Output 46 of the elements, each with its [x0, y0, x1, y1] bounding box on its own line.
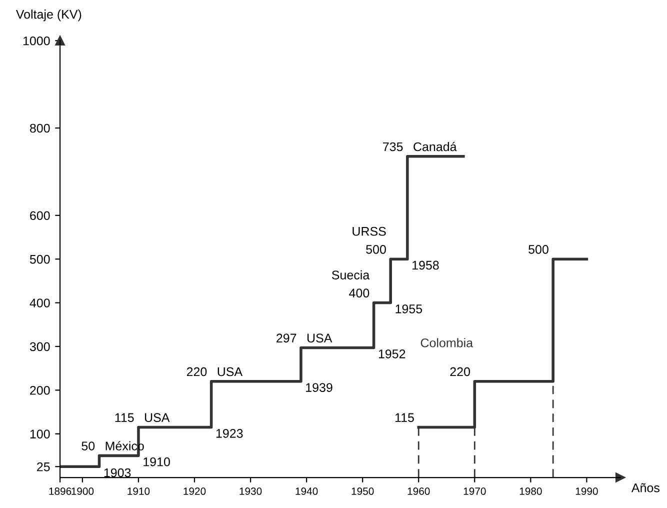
x-tick-label: 1920	[184, 488, 206, 495]
data-label: 500	[528, 244, 548, 254]
x-tick-label: 1980	[520, 488, 542, 495]
y-tick-label: 600	[30, 211, 50, 220]
x-tick-label: 1990	[576, 488, 598, 495]
y-tick-label: 100	[30, 430, 50, 438]
x-tick-label: 1940	[296, 488, 318, 495]
data-label: 115	[395, 413, 414, 422]
y-tick-label: 200	[30, 386, 50, 395]
y-tick-label: 1000	[23, 36, 50, 46]
x-axis-title: Años	[631, 483, 660, 492]
annotation: USA	[144, 413, 170, 422]
text: Colombia	[420, 338, 474, 348]
data-label: 297	[276, 334, 296, 343]
x-tick-label: 1970	[464, 488, 486, 495]
data-label: 400	[349, 288, 370, 298]
annotation: USA	[307, 334, 332, 343]
annotation: 1939	[306, 383, 332, 392]
y-axis-title: Voltaje (KV)	[16, 10, 82, 22]
x-tick-label: 1930	[240, 488, 262, 495]
data-label: 735	[383, 142, 403, 152]
annotation: 1910	[144, 457, 170, 466]
data-label: 220	[450, 367, 470, 376]
annotation: 1958	[412, 260, 439, 270]
x-tick-label: 1900	[72, 488, 94, 495]
annotation: 1903	[104, 468, 131, 478]
y-tick-label: 300	[30, 342, 50, 352]
data-label: 50	[82, 442, 95, 450]
annotation: 1955	[396, 304, 422, 314]
x-tick-label: 1896	[49, 488, 72, 495]
annotation: USA	[218, 367, 243, 376]
x-tick-label: 1960	[408, 488, 430, 495]
data-label: 500	[366, 244, 386, 254]
y-tick-label: 400	[30, 298, 50, 308]
x-tick-label: 1950	[352, 488, 374, 495]
data-label: 220	[186, 367, 207, 376]
y-tick-label: 25	[37, 462, 50, 472]
data-label: 115	[115, 413, 134, 422]
annotation: URSS	[352, 226, 386, 236]
y-tick-label: 500	[30, 254, 50, 264]
annotation: 1923	[216, 429, 243, 438]
y-tick-label: 800	[30, 124, 50, 133]
annotation: Suecia	[332, 270, 370, 280]
annotation: 1952	[378, 349, 406, 358]
x-tick-label: 1910	[128, 488, 150, 495]
annotation: Canadá	[414, 142, 457, 152]
